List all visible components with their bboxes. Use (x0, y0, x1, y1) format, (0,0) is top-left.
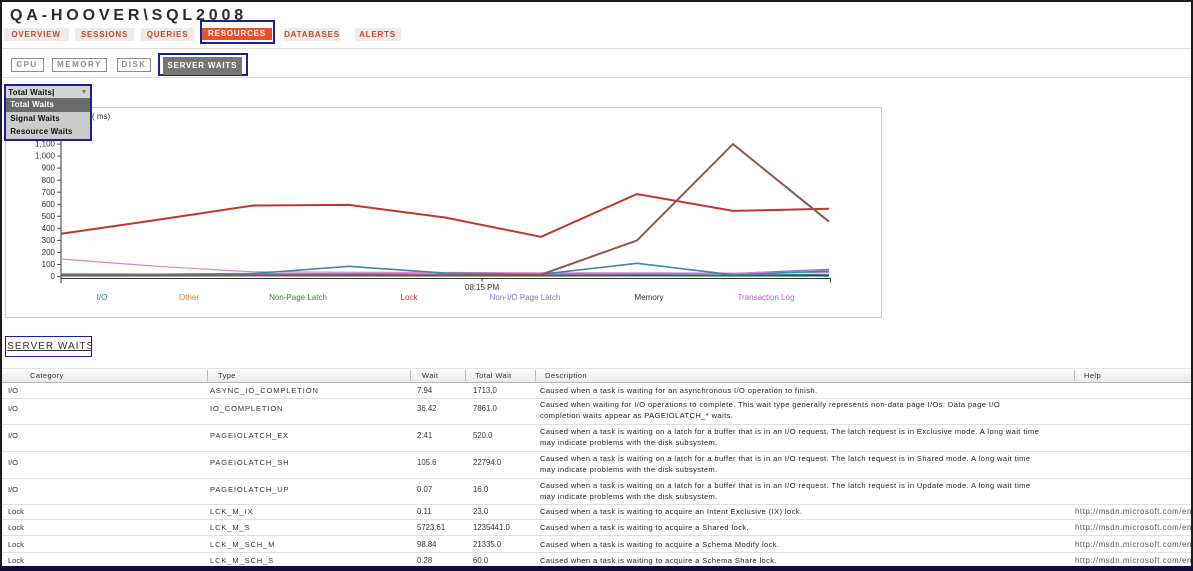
svg-text:Non-I/O Page Latch: Non-I/O Page Latch (490, 293, 561, 302)
svg-text:Non-Page Latch: Non-Page Latch (269, 293, 327, 302)
svg-text:500: 500 (42, 212, 56, 221)
svg-text:200: 200 (42, 248, 56, 257)
svg-text:100: 100 (42, 260, 56, 269)
svg-text:600: 600 (42, 200, 56, 209)
svg-text:1,000: 1,000 (35, 152, 56, 161)
svg-text:900: 900 (42, 164, 56, 173)
svg-text:I/O: I/O (97, 293, 108, 302)
svg-text:Transaction Log: Transaction Log (737, 293, 794, 302)
svg-text:( ms): ( ms) (92, 112, 111, 121)
svg-text:08:15 PM: 08:15 PM (465, 283, 500, 292)
svg-text:300: 300 (42, 236, 56, 245)
svg-text:Lock: Lock (401, 293, 419, 302)
svg-text:Memory: Memory (635, 293, 664, 302)
svg-text:700: 700 (42, 188, 56, 197)
svg-text:0: 0 (51, 272, 56, 281)
svg-text:400: 400 (42, 224, 56, 233)
svg-text:1,100: 1,100 (35, 140, 56, 149)
svg-text:Other: Other (179, 293, 199, 302)
svg-text:800: 800 (42, 176, 56, 185)
